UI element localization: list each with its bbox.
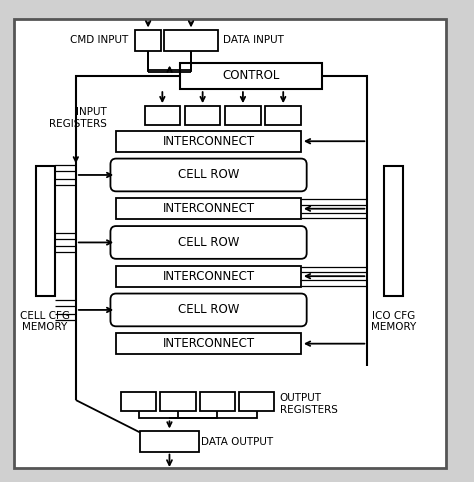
Text: ICO CFG
MEMORY: ICO CFG MEMORY	[371, 311, 416, 333]
Text: INPUT
REGISTERS: INPUT REGISTERS	[49, 107, 107, 129]
Text: INTERCONNECT: INTERCONNECT	[163, 202, 255, 215]
FancyBboxPatch shape	[116, 266, 301, 287]
Text: INTERCONNECT: INTERCONNECT	[163, 270, 255, 282]
FancyBboxPatch shape	[160, 392, 196, 411]
FancyBboxPatch shape	[110, 226, 307, 259]
Text: CONTROL: CONTROL	[222, 69, 280, 82]
FancyBboxPatch shape	[225, 106, 261, 125]
FancyBboxPatch shape	[135, 30, 161, 51]
FancyBboxPatch shape	[36, 166, 55, 296]
Text: INTERCONNECT: INTERCONNECT	[163, 337, 255, 350]
FancyBboxPatch shape	[140, 431, 199, 452]
FancyBboxPatch shape	[14, 19, 446, 468]
FancyBboxPatch shape	[110, 294, 307, 326]
Text: CELL ROW: CELL ROW	[178, 236, 239, 249]
Text: CELL ROW: CELL ROW	[178, 169, 239, 181]
FancyBboxPatch shape	[164, 30, 218, 51]
Text: CELL ROW: CELL ROW	[178, 304, 239, 316]
Text: DATA INPUT: DATA INPUT	[223, 36, 283, 45]
FancyBboxPatch shape	[384, 166, 403, 296]
Text: DATA OUTPUT: DATA OUTPUT	[201, 438, 273, 447]
FancyBboxPatch shape	[116, 198, 301, 219]
Text: CELL CFG
MEMORY: CELL CFG MEMORY	[20, 311, 70, 333]
Text: OUTPUT
REGISTERS: OUTPUT REGISTERS	[280, 393, 337, 415]
FancyBboxPatch shape	[265, 106, 301, 125]
FancyBboxPatch shape	[239, 392, 274, 411]
Text: CMD INPUT: CMD INPUT	[70, 36, 128, 45]
FancyBboxPatch shape	[110, 159, 307, 191]
FancyBboxPatch shape	[185, 106, 220, 125]
FancyBboxPatch shape	[200, 392, 235, 411]
FancyBboxPatch shape	[116, 333, 301, 354]
FancyBboxPatch shape	[121, 392, 156, 411]
FancyBboxPatch shape	[145, 106, 180, 125]
FancyBboxPatch shape	[116, 131, 301, 152]
FancyBboxPatch shape	[180, 63, 322, 89]
Text: INTERCONNECT: INTERCONNECT	[163, 135, 255, 147]
